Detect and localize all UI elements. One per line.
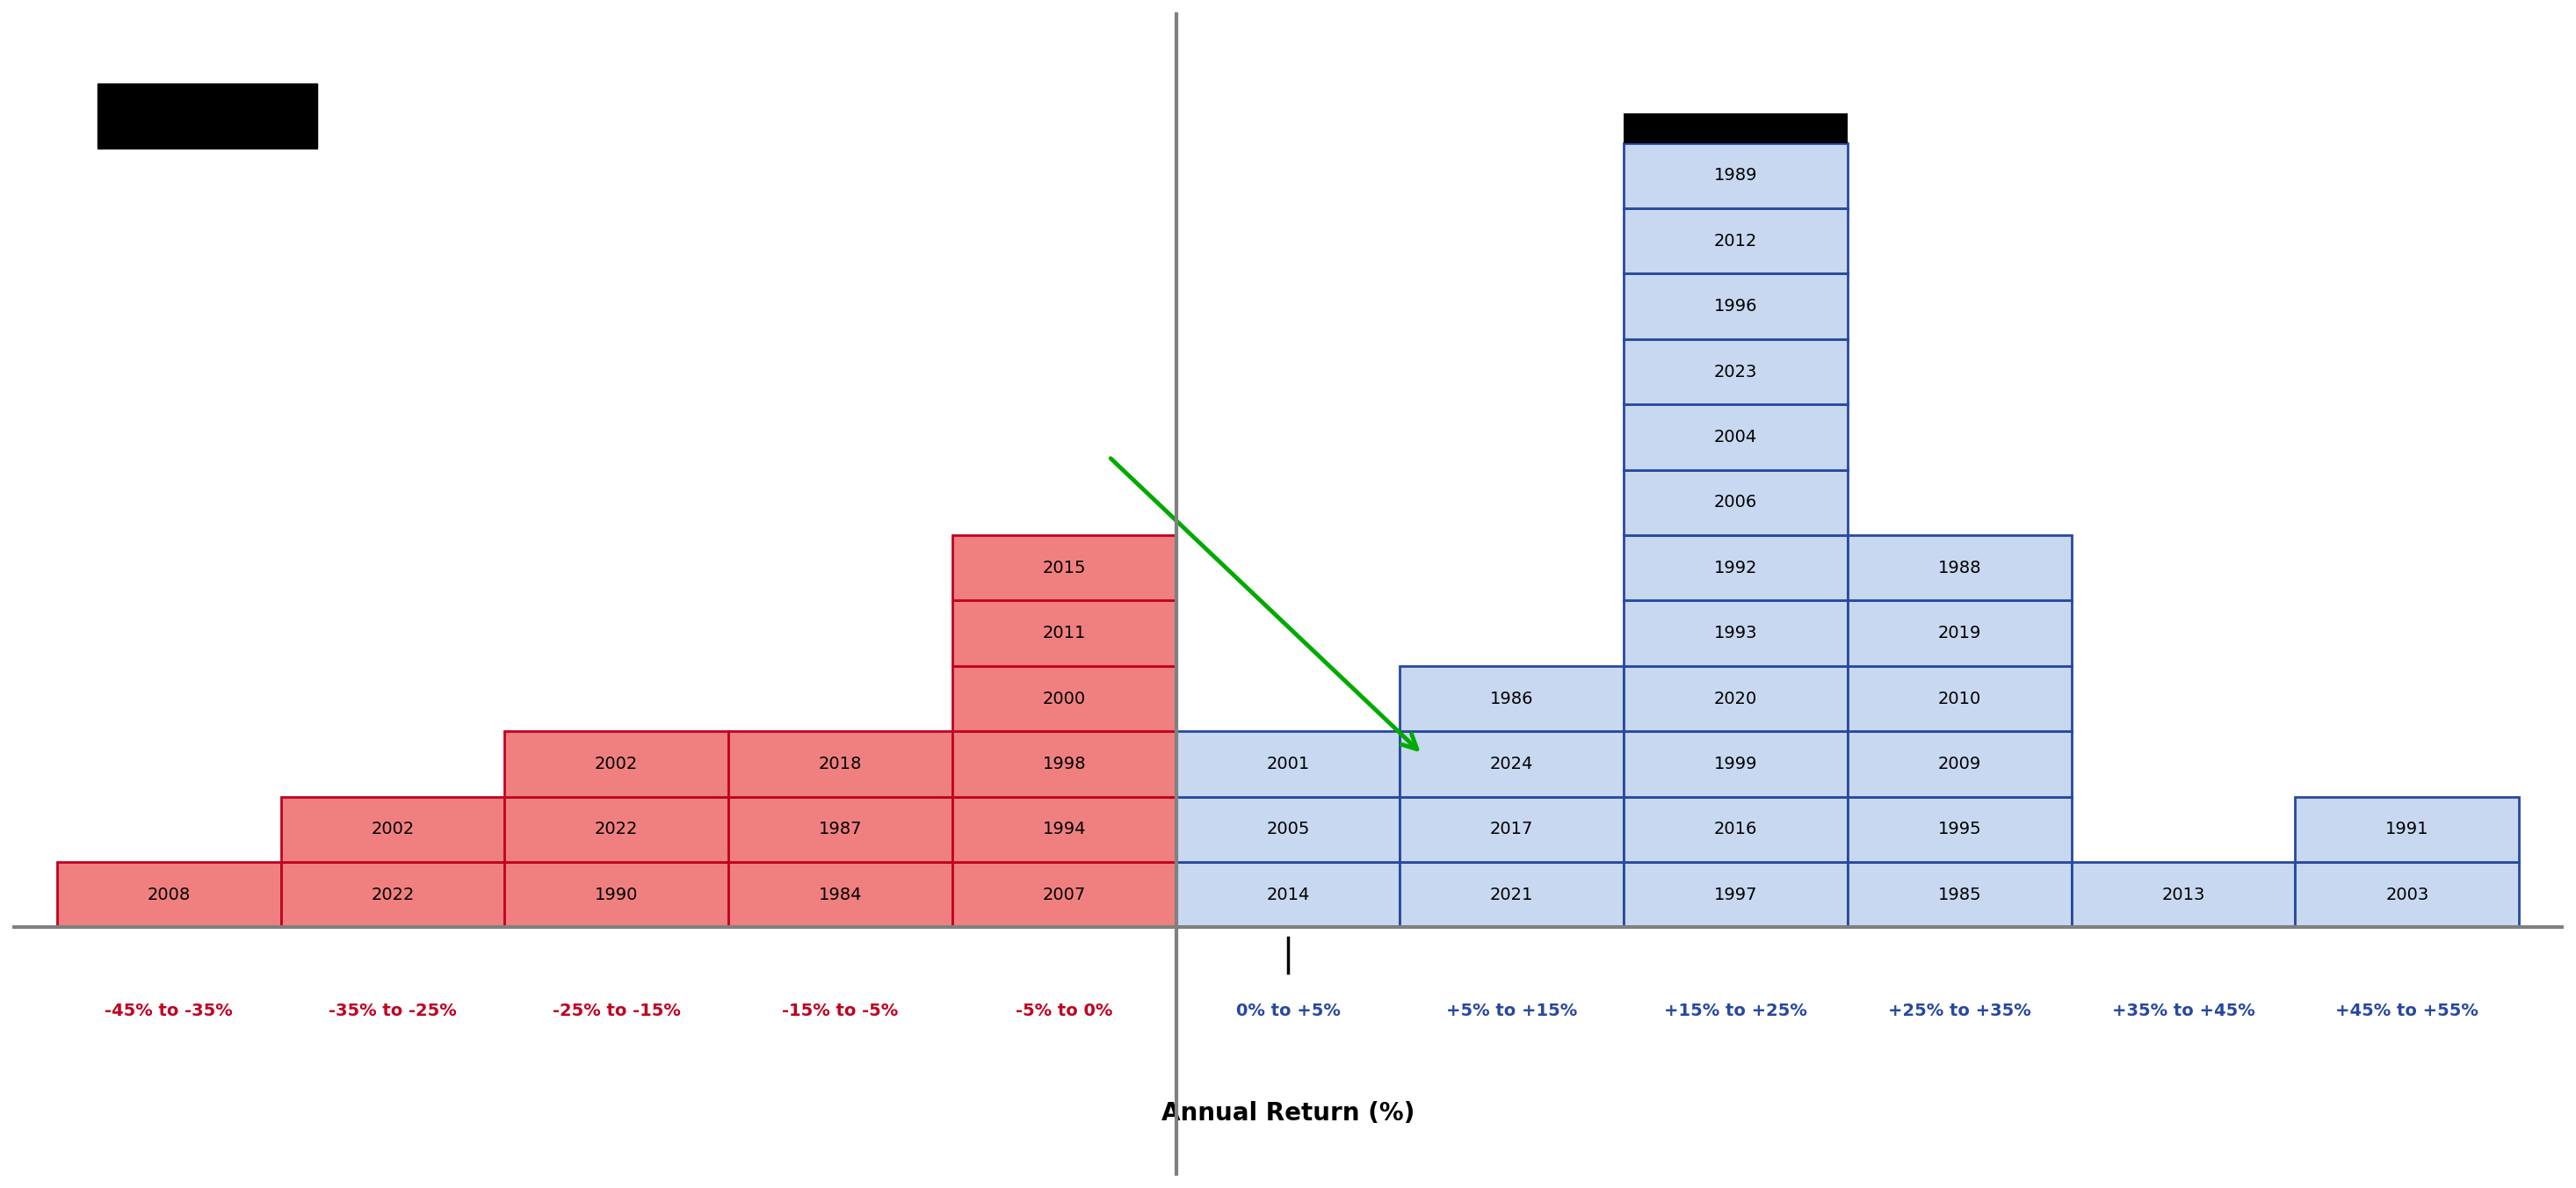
Text: 2000: 2000 [1043, 690, 1084, 707]
Text: 1988: 1988 [1937, 560, 1981, 576]
Bar [1623, 732, 1847, 797]
Text: Annual Return (%): Annual Return (%) [1162, 1101, 1414, 1126]
Bar [953, 732, 1177, 797]
Text: 2019: 2019 [1937, 625, 1981, 642]
Bar [2295, 862, 2519, 928]
Text: 2024: 2024 [1489, 756, 1533, 772]
Bar [1623, 797, 1847, 862]
Bar [1847, 732, 2071, 797]
Bar [2295, 797, 2519, 862]
Text: 2018: 2018 [819, 756, 863, 772]
Bar [1623, 114, 1847, 143]
Text: 2011: 2011 [1043, 625, 1087, 642]
Text: 1996: 1996 [1713, 298, 1757, 315]
Text: 2010: 2010 [1937, 690, 1981, 707]
Bar [57, 862, 281, 928]
Bar [953, 797, 1177, 862]
Text: 1990: 1990 [595, 886, 639, 903]
Bar [953, 535, 1177, 601]
Bar [1623, 404, 1847, 469]
Bar [1847, 666, 2071, 732]
Text: +35% to +45%: +35% to +45% [2112, 1003, 2254, 1019]
Bar [281, 797, 505, 862]
Bar [2071, 862, 2295, 928]
Bar [1847, 535, 2071, 601]
Bar [1399, 732, 1623, 797]
Text: 0% to +5%: 0% to +5% [1236, 1003, 1340, 1019]
Bar [281, 862, 505, 928]
Bar [1623, 208, 1847, 273]
Bar [1623, 666, 1847, 732]
Bar [953, 862, 1177, 928]
Bar [1177, 732, 1399, 797]
Text: +15% to +25%: +15% to +25% [1664, 1003, 1808, 1019]
Text: 2012: 2012 [1713, 233, 1757, 249]
Text: 2007: 2007 [1043, 886, 1087, 903]
Text: 1986: 1986 [1489, 690, 1533, 707]
Bar [729, 732, 953, 797]
Text: 1994: 1994 [1043, 821, 1087, 838]
Text: 2017: 2017 [1489, 821, 1533, 838]
Text: 2003: 2003 [2385, 886, 2429, 903]
Text: 2016: 2016 [1713, 821, 1757, 838]
Text: +45% to +55%: +45% to +55% [2336, 1003, 2478, 1019]
Text: 1989: 1989 [1713, 168, 1757, 184]
Bar [729, 797, 953, 862]
Bar [1847, 862, 2071, 928]
Text: 2014: 2014 [1267, 886, 1309, 903]
Text: 2005: 2005 [1267, 821, 1309, 838]
Text: 2020: 2020 [1713, 690, 1757, 707]
Bar [505, 797, 729, 862]
Text: 2008: 2008 [147, 886, 191, 903]
Text: 1985: 1985 [1937, 886, 1981, 903]
Bar [1399, 666, 1623, 732]
Bar [1623, 469, 1847, 535]
Bar [1177, 797, 1399, 862]
Bar [1623, 862, 1847, 928]
Text: 1987: 1987 [819, 821, 863, 838]
Bar [729, 862, 953, 928]
Text: 2013: 2013 [2161, 886, 2205, 903]
Bar [953, 601, 1177, 666]
Text: -15% to -5%: -15% to -5% [783, 1003, 899, 1019]
Bar [1177, 862, 1399, 928]
Text: 2006: 2006 [1713, 494, 1757, 511]
Text: -45% to -35%: -45% to -35% [106, 1003, 232, 1019]
Bar [1399, 797, 1623, 862]
Bar [1623, 143, 1847, 208]
Text: 2002: 2002 [595, 756, 639, 772]
Bar [1623, 339, 1847, 404]
Bar [1847, 601, 2071, 666]
Text: 1997: 1997 [1713, 886, 1757, 903]
Text: 1991: 1991 [2385, 821, 2429, 838]
Text: +25% to +35%: +25% to +35% [1888, 1003, 2030, 1019]
Bar [1623, 601, 1847, 666]
Text: 2022: 2022 [595, 821, 639, 838]
Text: 1992: 1992 [1713, 560, 1757, 576]
Text: 2022: 2022 [371, 886, 415, 903]
Bar [505, 732, 729, 797]
Text: 1984: 1984 [819, 886, 863, 903]
Text: 1993: 1993 [1713, 625, 1757, 642]
Text: 2015: 2015 [1043, 560, 1087, 576]
Text: +5% to +15%: +5% to +15% [1445, 1003, 1577, 1019]
Text: 2002: 2002 [371, 821, 415, 838]
Text: 2021: 2021 [1489, 886, 1533, 903]
Bar [505, 862, 729, 928]
Text: 2001: 2001 [1267, 756, 1309, 772]
Bar [1847, 797, 2071, 862]
Bar [1623, 273, 1847, 339]
Text: 2009: 2009 [1937, 756, 1981, 772]
Bar [1399, 862, 1623, 928]
Text: 2004: 2004 [1713, 429, 1757, 446]
Text: 1995: 1995 [1937, 821, 1981, 838]
Text: -5% to 0%: -5% to 0% [1015, 1003, 1113, 1019]
Bar [953, 666, 1177, 732]
Text: 1999: 1999 [1713, 756, 1757, 772]
Text: 1998: 1998 [1043, 756, 1087, 772]
Bar [1623, 535, 1847, 601]
Text: -35% to -25%: -35% to -25% [330, 1003, 456, 1019]
Text: -25% to -15%: -25% to -15% [551, 1003, 680, 1019]
Text: 2023: 2023 [1713, 364, 1757, 380]
